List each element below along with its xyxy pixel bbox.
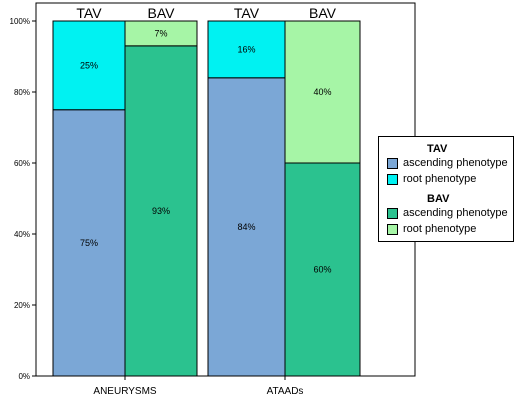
legend-title-tav: TAV [427, 143, 448, 155]
legend: TAV ascending phenotype root phenotype B… [378, 136, 514, 242]
legend-label-bav-root: root phenotype [403, 223, 477, 235]
y-tick-label: 100% [10, 17, 30, 26]
data-label: 75% [80, 238, 98, 248]
data-label: 25% [80, 60, 98, 70]
legend-swatch-tav-root [387, 173, 398, 185]
bar-top-label: BAV [309, 5, 337, 21]
legend-item-bav-root: root phenotype [387, 222, 476, 236]
bar-top-label: BAV [148, 5, 176, 21]
legend-swatch-bav-root [387, 223, 398, 235]
y-tick-label: 80% [14, 88, 30, 97]
x-category-label: ATAADs [267, 386, 304, 397]
bar-top-label: TAV [76, 5, 102, 21]
bar-segment [284, 20, 361, 164]
y-tick-label: 40% [14, 230, 30, 239]
x-category-label: ANEURYSMS [93, 386, 156, 397]
bar-segment [52, 109, 126, 377]
legend-item-bav-ascending: ascending phenotype [387, 206, 508, 220]
data-label: 16% [237, 44, 255, 54]
data-label: 60% [313, 265, 331, 275]
data-label: 84% [237, 222, 255, 232]
legend-label-bav-ascending: ascending phenotype [403, 207, 508, 219]
data-label: 93% [152, 206, 170, 216]
legend-title-bav: BAV [427, 193, 450, 205]
bar-segment [207, 20, 286, 79]
data-label: 40% [313, 87, 331, 97]
y-tick-label: 60% [14, 159, 30, 168]
legend-swatch-bav-ascending [387, 207, 398, 219]
data-label: 7% [154, 28, 167, 38]
bar-segment [52, 20, 126, 111]
bars-layer: 75% 25% TAV 93% 7% BAV 84% 16% TAV 60% 40% BAV [52, 5, 361, 377]
bar-segment [124, 20, 198, 47]
y-tick-label: 0% [18, 372, 30, 381]
legend-item-tav-root: root phenotype [387, 172, 476, 186]
legend-label-tav-root: root phenotype [403, 173, 477, 185]
bar-segment [284, 162, 361, 377]
legend-label-tav-ascending: ascending phenotype [403, 157, 508, 169]
legend-swatch-tav-ascending [387, 157, 398, 169]
bar-top-label: TAV [234, 5, 260, 21]
bar-segment [124, 45, 198, 377]
y-tick-label: 20% [14, 301, 30, 310]
legend-item-tav-ascending: ascending phenotype [387, 156, 508, 170]
